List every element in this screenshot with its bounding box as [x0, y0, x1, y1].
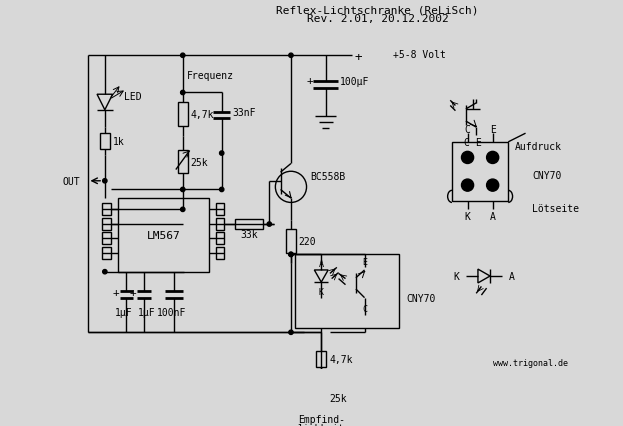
Circle shape [181, 91, 185, 95]
Text: C: C [463, 138, 468, 147]
Text: Frequenz: Frequenz [187, 71, 234, 81]
Text: CNY70: CNY70 [406, 293, 435, 303]
Text: 100µF: 100µF [340, 77, 369, 87]
Bar [216, 247, 224, 259]
Text: Reflex-Lichtschranke (ReLiSch): Reflex-Lichtschranke (ReLiSch) [276, 6, 478, 15]
Bar [102, 232, 111, 245]
Text: +: + [354, 52, 361, 64]
Text: 1µF: 1µF [115, 308, 133, 318]
Bar [295, 255, 399, 328]
Text: 33k: 33k [240, 229, 258, 239]
Text: E: E [362, 257, 367, 266]
Text: E: E [475, 138, 481, 147]
Text: 100nF: 100nF [157, 308, 186, 318]
Circle shape [462, 180, 473, 192]
Circle shape [289, 253, 293, 257]
Circle shape [181, 188, 185, 192]
Text: BC558B: BC558B [310, 172, 345, 182]
Text: A: A [490, 212, 495, 222]
Text: E: E [490, 124, 495, 135]
Circle shape [181, 54, 185, 58]
Circle shape [219, 188, 224, 192]
Text: A: A [319, 259, 324, 268]
Bar [452, 143, 508, 201]
Text: +: + [307, 75, 313, 85]
Text: LED: LED [124, 92, 141, 102]
Circle shape [289, 54, 293, 58]
Text: 33nF: 33nF [232, 107, 255, 117]
Text: +: + [130, 288, 137, 298]
Text: Rev. 2.01, 20.12.2002: Rev. 2.01, 20.12.2002 [307, 14, 449, 24]
Text: OUT: OUT [63, 176, 80, 186]
Text: +: + [113, 288, 120, 298]
Circle shape [487, 180, 499, 192]
Circle shape [487, 152, 499, 164]
Circle shape [219, 152, 224, 156]
Circle shape [103, 270, 107, 274]
Bar [216, 204, 224, 216]
Circle shape [267, 222, 272, 227]
Text: lichkeit: lichkeit [298, 423, 345, 426]
Bar [286, 230, 296, 254]
Circle shape [289, 253, 293, 257]
Text: 4,7k: 4,7k [329, 354, 353, 364]
Text: C: C [465, 124, 470, 135]
Text: Aufdruck: Aufdruck [515, 142, 562, 152]
Text: CNY70: CNY70 [533, 170, 562, 180]
Text: 25k: 25k [329, 393, 346, 403]
Bar [316, 387, 326, 409]
Bar [178, 151, 188, 173]
Circle shape [103, 179, 107, 184]
Bar [118, 199, 209, 272]
Bar [102, 204, 111, 216]
Circle shape [289, 330, 293, 335]
Text: C: C [362, 304, 367, 313]
Bar [216, 232, 224, 245]
Circle shape [462, 152, 473, 164]
Text: K: K [465, 212, 470, 222]
Text: K: K [453, 271, 459, 281]
Circle shape [181, 208, 185, 212]
Text: 220: 220 [299, 237, 316, 247]
Text: www.trigonal.de: www.trigonal.de [493, 358, 568, 367]
Text: +5-8 Volt: +5-8 Volt [393, 49, 446, 59]
Text: 4,7k: 4,7k [191, 110, 214, 120]
Bar [235, 219, 262, 230]
Bar [216, 219, 224, 230]
Text: Lötseite: Lötseite [533, 203, 579, 213]
Text: LM567: LM567 [146, 230, 180, 240]
Text: 25k: 25k [191, 157, 208, 167]
Text: 1µF: 1µF [138, 308, 155, 318]
Text: A: A [509, 271, 515, 281]
Bar [178, 103, 188, 127]
Bar [102, 219, 111, 230]
Bar [102, 247, 111, 259]
Text: K: K [319, 288, 324, 296]
Text: 1k: 1k [113, 137, 125, 147]
Text: Empfind-: Empfind- [298, 414, 345, 424]
Bar [100, 134, 110, 149]
Bar [316, 352, 326, 367]
